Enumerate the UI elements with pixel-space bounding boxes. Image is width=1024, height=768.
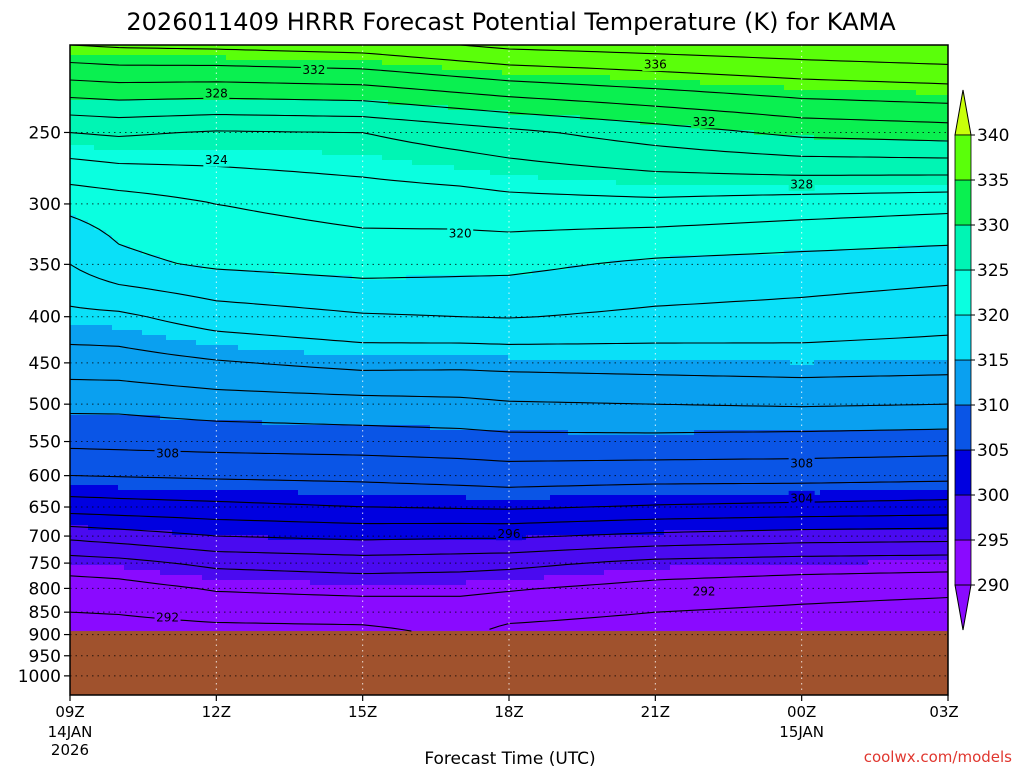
y-tick-label: 850	[29, 603, 61, 623]
contour-label: 308	[154, 445, 181, 460]
colorbar-label: 315	[977, 351, 1009, 371]
colorbar-label: 310	[977, 396, 1009, 416]
x-tick-label: 09Z	[55, 703, 84, 721]
x-tick-label: 18Z	[494, 703, 523, 721]
colorbar-label: 340	[977, 126, 1009, 146]
contour-label: 332	[300, 62, 327, 77]
contour-label-text: 336	[644, 58, 667, 72]
contour-label: 328	[788, 176, 815, 191]
plot-area: 336 332 332 328 328 324 320 308 308 304 296 292 292	[69, 44, 949, 696]
contour-line-334	[70, 61, 948, 104]
colorbar-label: 300	[977, 486, 1009, 506]
colorbar-label: 305	[977, 441, 1009, 461]
contour-line-338	[460, 45, 948, 65]
colorbar-swatch	[954, 269, 972, 316]
colorbar: 290 295 300 305 310 315 320 325 330 335 340	[954, 89, 1009, 631]
x-tick-label: 03Z	[929, 703, 958, 721]
contour-line-318	[70, 263, 948, 319]
filled-contours	[70, 45, 948, 695]
contour-label-text: 332	[693, 115, 716, 129]
y-tick-label: 250	[29, 123, 61, 143]
contour-label-text: 292	[693, 584, 716, 598]
contour-label-text: 324	[205, 153, 228, 167]
y-tick-label: 650	[29, 498, 61, 518]
y-axis: 250 300 350 400 450 500 550 600 650 700 750 800 850 9…	[18, 123, 70, 687]
contour-label: 292	[154, 609, 181, 624]
colorbar-label: 295	[977, 531, 1009, 551]
below-ground-mask	[70, 631, 948, 695]
colorbar-label: 325	[977, 261, 1009, 281]
y-tick-label: 350	[29, 255, 61, 275]
y-tick-label: 300	[29, 195, 61, 215]
credit-text: coolwx.com/models	[864, 748, 1012, 766]
contour-label-text: 292	[156, 610, 179, 624]
x-tick-label: 15Z	[348, 703, 377, 721]
contour-line-310	[70, 412, 948, 434]
chart-title: 2026011409 HRRR Forecast Potential Tempe…	[126, 8, 896, 36]
x-axis-label: Forecast Time (UTC)	[424, 749, 595, 768]
x-tick-label: 00Z	[787, 703, 816, 721]
ground-area	[70, 631, 948, 695]
y-tick-label: 400	[29, 308, 61, 328]
colorbar-swatch	[954, 179, 972, 226]
y-tick-label: 1000	[18, 667, 61, 687]
y-tick-label: 800	[29, 579, 61, 599]
y-tick-label: 950	[29, 647, 61, 667]
contour-label-text: 308	[790, 457, 813, 471]
x-tick-label: 21Z	[641, 703, 670, 721]
colorbar-swatch	[954, 134, 972, 181]
colorbar-label: 320	[977, 306, 1009, 326]
contour-label: 332	[691, 114, 718, 129]
y-tick-label: 500	[29, 395, 61, 415]
contour-line-294	[70, 571, 948, 597]
y-tick-label: 700	[29, 527, 61, 547]
y-tick-label: 600	[29, 467, 61, 487]
contour-label-text: 304	[790, 491, 813, 505]
x-tick-label: 12Z	[202, 703, 231, 721]
y-tick-label: 550	[29, 433, 61, 453]
contour-label-text: 332	[302, 63, 325, 77]
colorbar-top-arrow	[954, 89, 972, 136]
x-tick-date-label: 15JAN	[779, 723, 824, 741]
x-tick-date-label: 14JAN	[48, 723, 93, 741]
colorbar-label: 290	[977, 576, 1009, 596]
contour-labels: 336 332 332 328 328 324 320 308 308 304 296 292 292	[154, 57, 815, 624]
contour-line-320	[70, 215, 948, 279]
contour-label-text: 296	[498, 527, 521, 541]
colorbar-swatch	[954, 404, 972, 451]
y-tick-label: 750	[29, 554, 61, 574]
contour-label: 336	[642, 57, 669, 72]
contour-label: 292	[691, 583, 718, 598]
contour-label-text: 328	[205, 86, 228, 100]
y-tick-label: 450	[29, 354, 61, 374]
grid-lines	[70, 45, 948, 695]
contour-label: 324	[203, 152, 230, 167]
contour-label: 328	[203, 85, 230, 100]
x-tick-year-label: 2026	[51, 741, 89, 759]
colorbar-swatch	[954, 494, 972, 541]
contour-line-326	[70, 130, 948, 176]
colorbar-swatch	[954, 314, 972, 361]
contour-label-text: 328	[790, 177, 813, 191]
contour-line-312	[70, 378, 948, 408]
y-tick-label: 900	[29, 626, 61, 646]
colorbar-swatch	[954, 449, 972, 496]
contour-label-text: 308	[156, 446, 179, 460]
colorbar-label: 335	[977, 171, 1009, 191]
colorbar-bottom-arrow	[954, 584, 972, 631]
colorbar-label: 330	[977, 216, 1009, 236]
contour-label: 304	[788, 490, 815, 505]
contour-line-306	[70, 474, 948, 488]
contour-label-text: 320	[449, 226, 472, 240]
contour-label: 320	[447, 225, 474, 240]
colorbar-swatch	[954, 359, 972, 406]
colorbar-swatch	[954, 539, 972, 586]
contour-line-292	[70, 596, 948, 632]
contour-label: 308	[788, 456, 815, 471]
contour-label: 296	[496, 526, 522, 541]
colorbar-swatch	[954, 224, 972, 271]
